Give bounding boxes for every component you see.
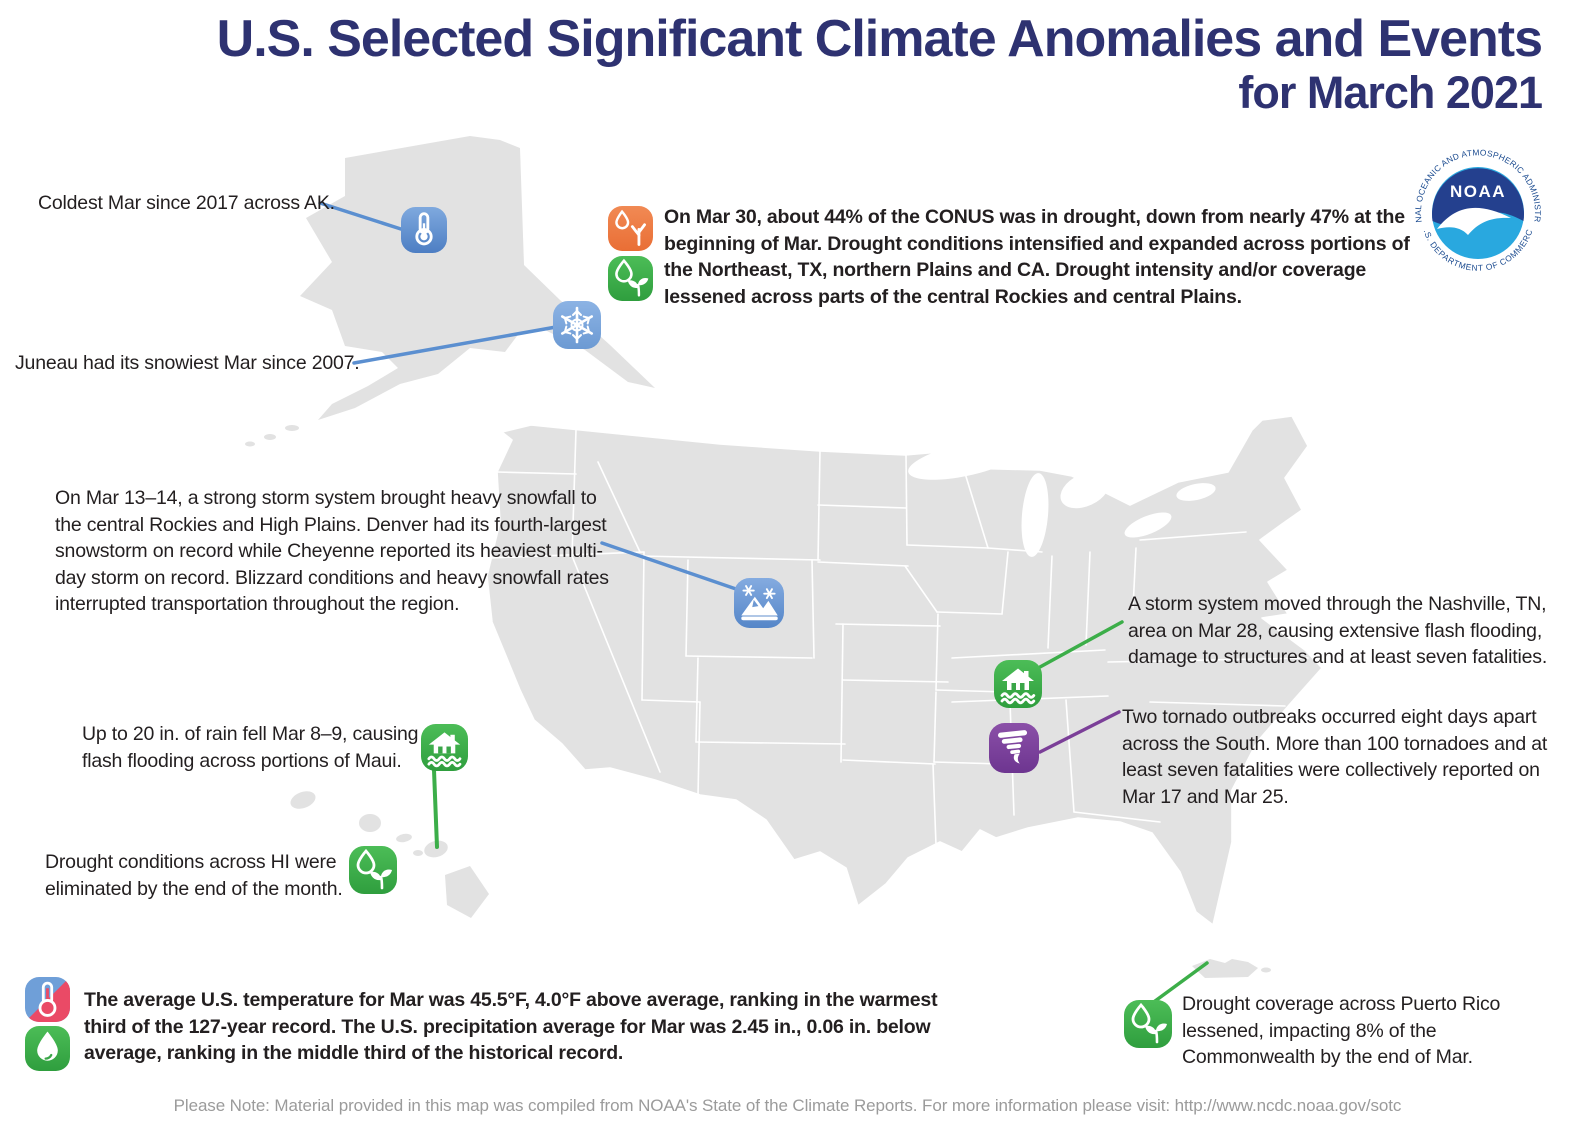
heavy-snow-icon xyxy=(734,578,784,628)
annotation-juneau: Juneau had its snowiest Mar since 2007. xyxy=(15,352,360,374)
footer-note: Please Note: Material provided in this m… xyxy=(173,1096,1402,1115)
page-title-line2: for March 2021 xyxy=(1238,67,1543,119)
annotation-maui-flood: Up to 20 in. of rain fell Mar 8–9, causi… xyxy=(82,723,419,772)
flood-icon-maui xyxy=(421,724,468,771)
page-title: U.S. Selected Significant Climate Anomal… xyxy=(216,10,1543,119)
drought-intensified-icon xyxy=(608,206,653,251)
connector-juneau xyxy=(352,325,558,365)
connector-pr xyxy=(1149,961,1209,1006)
alaska-map xyxy=(245,136,655,447)
annotation-drought-conus: On Mar 30, about 44% of the CONUS was in… xyxy=(664,206,1410,308)
puerto-rico-map xyxy=(1192,959,1271,978)
conus-map xyxy=(486,415,1323,926)
noaa-wordmark: NOAA xyxy=(1450,182,1506,201)
tornado-icon xyxy=(989,723,1039,773)
temperature-summary-icon xyxy=(25,977,70,1022)
snowflake-icon xyxy=(553,301,601,349)
drought-lessened-icon-pr xyxy=(1124,1000,1172,1048)
annotation-national-summary: The average U.S. temperature for Mar was… xyxy=(84,989,938,1064)
annotation-ak-cold: Coldest Mar since 2017 across AK. xyxy=(38,192,335,214)
flood-icon-nashville xyxy=(994,660,1042,708)
page-title-line1: U.S. Selected Significant Climate Anomal… xyxy=(216,10,1543,68)
annotation-tornado: Two tornado outbreaks occurred eight day… xyxy=(1122,706,1548,808)
annotation-hi-drought: Drought conditions across HI were elimin… xyxy=(45,851,343,900)
connector-rockies xyxy=(600,541,738,591)
precipitation-summary-icon xyxy=(25,1026,70,1071)
drought-lessened-icon xyxy=(608,256,653,301)
thermometer-icon xyxy=(401,207,447,253)
annotation-nashville-flood: A storm system moved through the Nashvil… xyxy=(1128,593,1548,668)
annotation-rockies-snow: On Mar 13–14, a strong storm system brou… xyxy=(55,487,609,615)
noaa-emblem-dark-half xyxy=(1432,168,1524,227)
connector-lines xyxy=(318,201,1209,1006)
connector-maui xyxy=(432,768,439,849)
noaa-logo: NATIONAL OCEANIC AND ATMOSPHERIC ADMINIS… xyxy=(1403,138,1553,288)
connector-nashville xyxy=(1038,620,1124,669)
annotation-pr-drought: Drought coverage across Puerto Rico less… xyxy=(1182,993,1501,1068)
hawaii-map xyxy=(290,791,489,918)
noaa-seagull xyxy=(1437,207,1511,235)
connector-tornado xyxy=(1038,710,1121,754)
connector-ak-cold xyxy=(318,201,406,232)
drought-lessened-icon-hi xyxy=(349,846,397,894)
great-lakes xyxy=(908,440,1216,557)
